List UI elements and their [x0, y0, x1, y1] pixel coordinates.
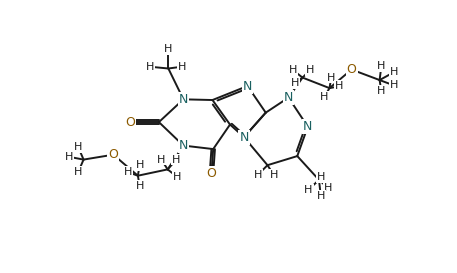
- Text: H: H: [327, 73, 335, 83]
- Text: H: H: [324, 183, 332, 193]
- Text: O: O: [347, 63, 356, 76]
- Text: O: O: [125, 115, 135, 129]
- Text: H: H: [389, 67, 398, 77]
- Text: H: H: [304, 185, 313, 195]
- Text: H: H: [164, 44, 173, 54]
- Text: H: H: [317, 172, 325, 182]
- Text: H: H: [320, 92, 329, 102]
- Text: H: H: [74, 142, 83, 152]
- Text: H: H: [254, 170, 262, 180]
- Text: H: H: [157, 155, 165, 165]
- Text: N: N: [303, 120, 313, 133]
- Text: H: H: [288, 65, 297, 75]
- Text: H: H: [270, 170, 278, 180]
- Text: H: H: [146, 62, 154, 72]
- Text: N: N: [239, 131, 249, 144]
- Text: N: N: [179, 93, 188, 106]
- Text: H: H: [377, 61, 386, 71]
- Text: H: H: [389, 80, 398, 90]
- Text: N: N: [179, 139, 188, 152]
- Text: H: H: [135, 160, 144, 170]
- Text: H: H: [173, 172, 181, 182]
- Text: H: H: [335, 81, 344, 91]
- Text: O: O: [207, 167, 216, 180]
- Text: H: H: [124, 167, 132, 177]
- Text: H: H: [172, 155, 181, 165]
- Text: O: O: [108, 148, 118, 161]
- Text: N: N: [243, 79, 252, 93]
- Text: N: N: [284, 91, 293, 104]
- Text: H: H: [64, 152, 73, 162]
- Text: H: H: [177, 62, 186, 72]
- Text: H: H: [291, 78, 299, 88]
- Text: H: H: [135, 180, 144, 191]
- Text: H: H: [74, 167, 83, 177]
- Text: H: H: [306, 65, 314, 75]
- Text: H: H: [377, 86, 386, 96]
- Text: H: H: [317, 191, 325, 201]
